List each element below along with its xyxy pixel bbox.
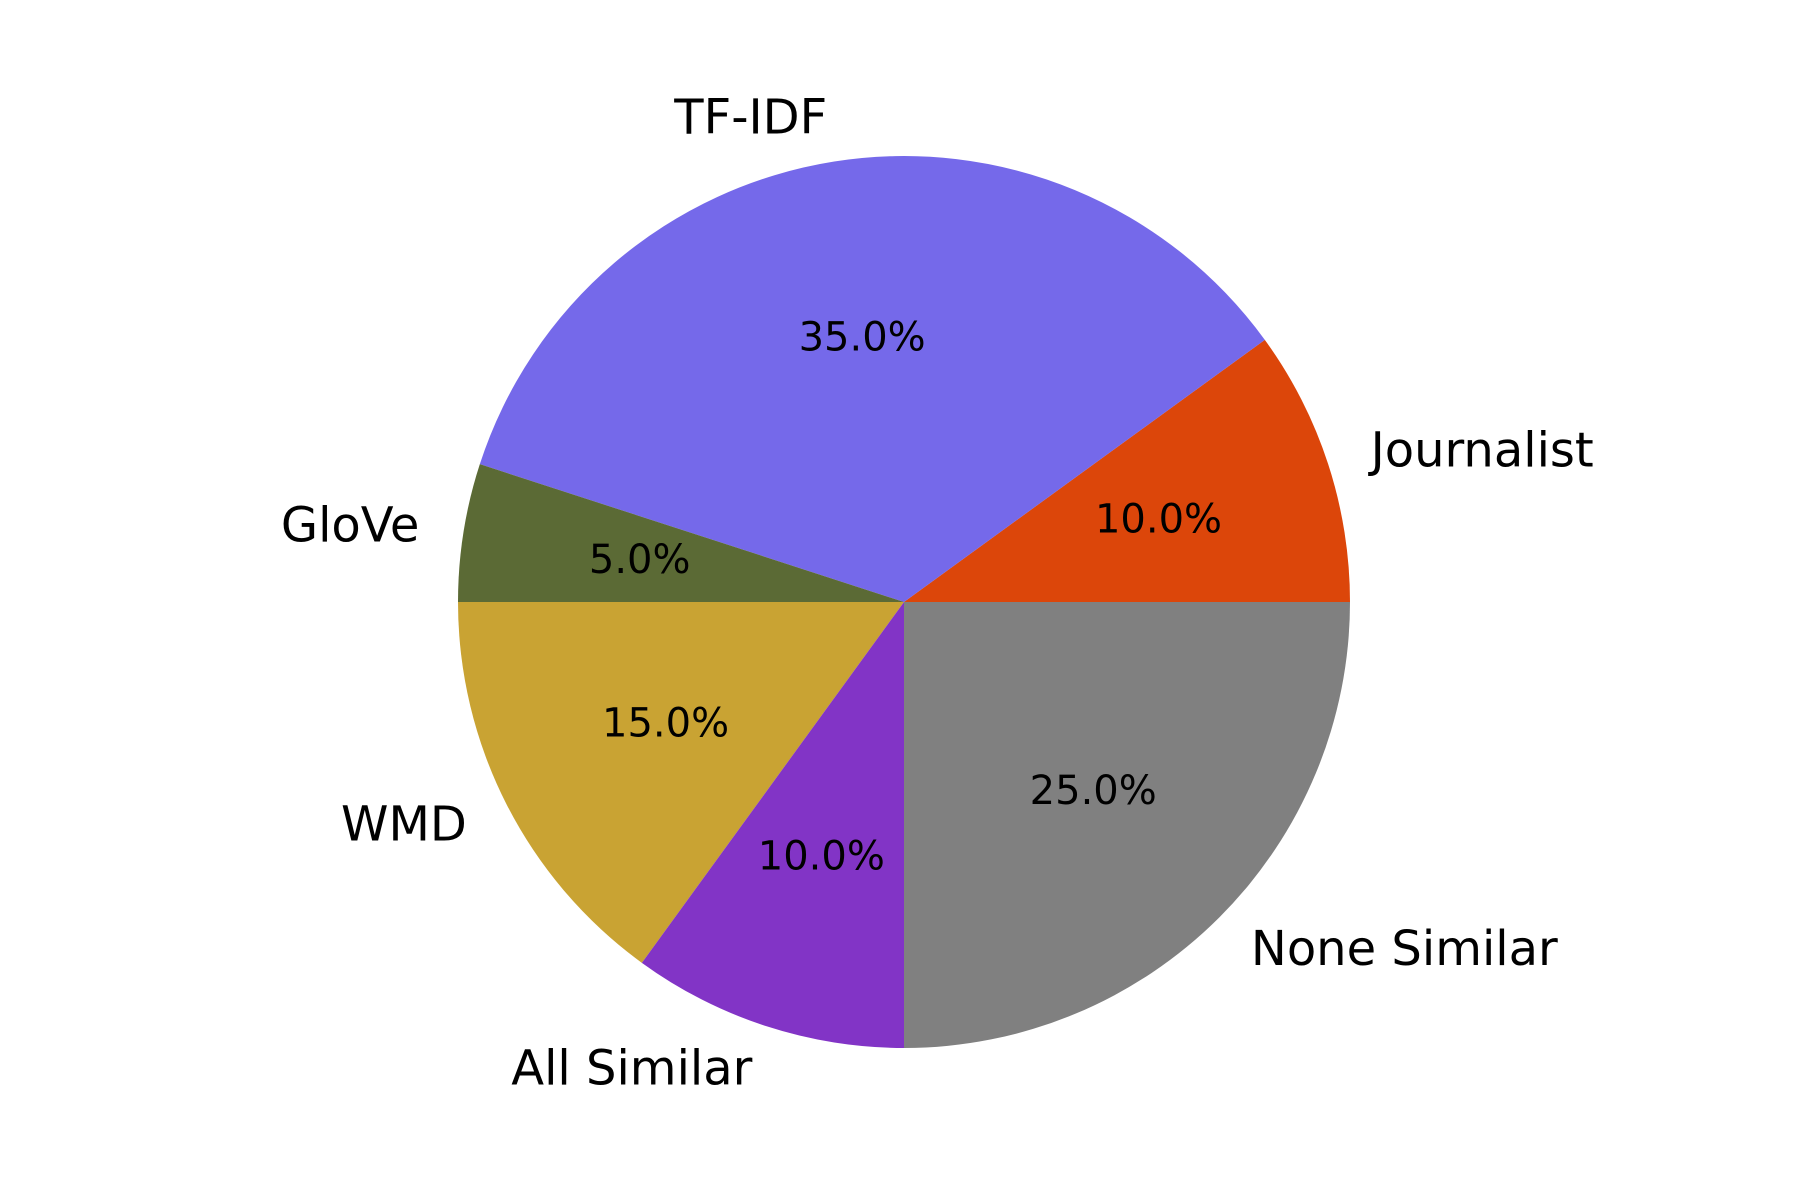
slice-percent-glove: 5.0%	[589, 537, 691, 583]
slice-label-tf-idf: TF-IDF	[673, 89, 827, 145]
slice-percent-tf-idf: 35.0%	[799, 315, 926, 361]
slice-label-journalist: Journalist	[1368, 422, 1594, 478]
slice-percent-journalist: 10.0%	[1095, 496, 1222, 542]
slice-label-none-similar: None Similar	[1251, 921, 1558, 977]
pie-labels: Journalist 10.0% TF-IDF 35.0% GloVe 5.0% WMD 15…	[281, 89, 1594, 1096]
slice-label-glove: GloVe	[281, 497, 420, 553]
slice-percent-all-similar: 10.0%	[758, 834, 885, 880]
pie-slices	[458, 156, 1350, 1048]
slice-percent-wmd: 15.0%	[602, 700, 729, 746]
pie-slice-tf-idf	[479, 156, 1265, 602]
slice-percent-none-similar: 25.0%	[1030, 768, 1157, 814]
slice-label-wmd: WMD	[341, 797, 467, 853]
pie-slice-wmd	[458, 602, 904, 963]
pie-slice-glove	[458, 464, 904, 602]
pie-slice-all-similar	[641, 602, 904, 1048]
pie-slice-journalist	[904, 339, 1350, 602]
pie-slice-none-similar	[904, 602, 1350, 1048]
slice-label-all-similar: All Similar	[511, 1041, 752, 1097]
